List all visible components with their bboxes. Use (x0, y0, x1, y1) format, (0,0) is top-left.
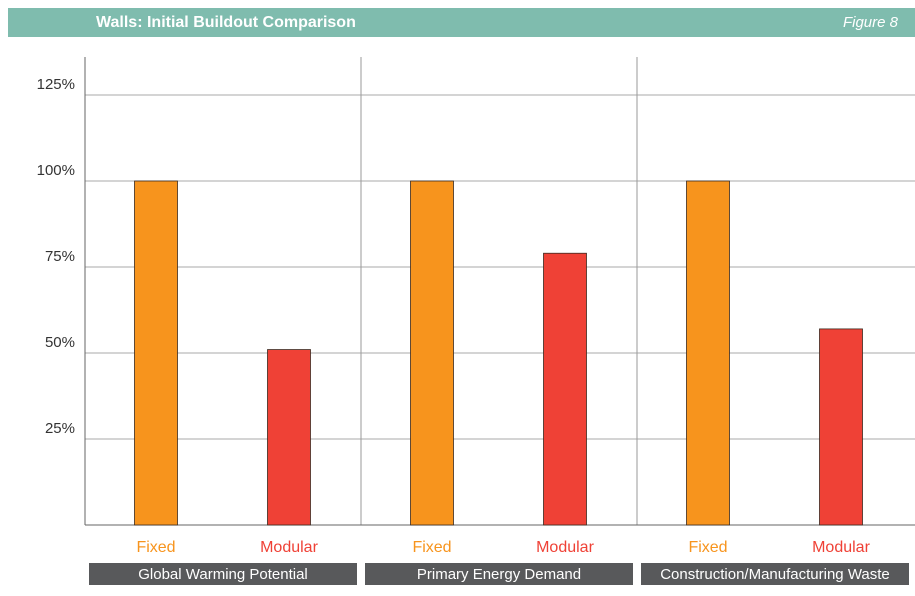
y-tick-label: 125% (37, 76, 75, 93)
y-tick-label: 100% (37, 162, 75, 179)
x-category-label: Primary Energy Demand (417, 566, 581, 583)
series-label: Modular (260, 539, 318, 556)
figure-label: Figure 8 (843, 14, 899, 31)
group-label-box (641, 563, 909, 585)
x-category-label: Global Warming Potential (138, 566, 308, 583)
series-label: Fixed (688, 539, 727, 556)
series-label: Modular (536, 539, 594, 556)
bar (819, 328, 863, 526)
series-label: Modular (812, 539, 870, 556)
x-category-label: Construction/Manufacturing Waste (660, 566, 890, 583)
bar (410, 180, 454, 526)
y-tick-label: 75% (45, 248, 75, 265)
bar (134, 180, 178, 526)
bar (686, 180, 730, 526)
header-bar (8, 8, 915, 37)
series-label: Fixed (136, 539, 175, 556)
bar (267, 349, 311, 526)
chart-title: Walls: Initial Buildout Comparison (96, 14, 356, 31)
y-tick-label: 50% (45, 334, 75, 351)
bar (543, 252, 587, 526)
y-tick-label: 25% (45, 420, 75, 437)
group-label-box (365, 563, 633, 585)
series-label: Fixed (412, 539, 451, 556)
group-label-box (89, 563, 357, 585)
